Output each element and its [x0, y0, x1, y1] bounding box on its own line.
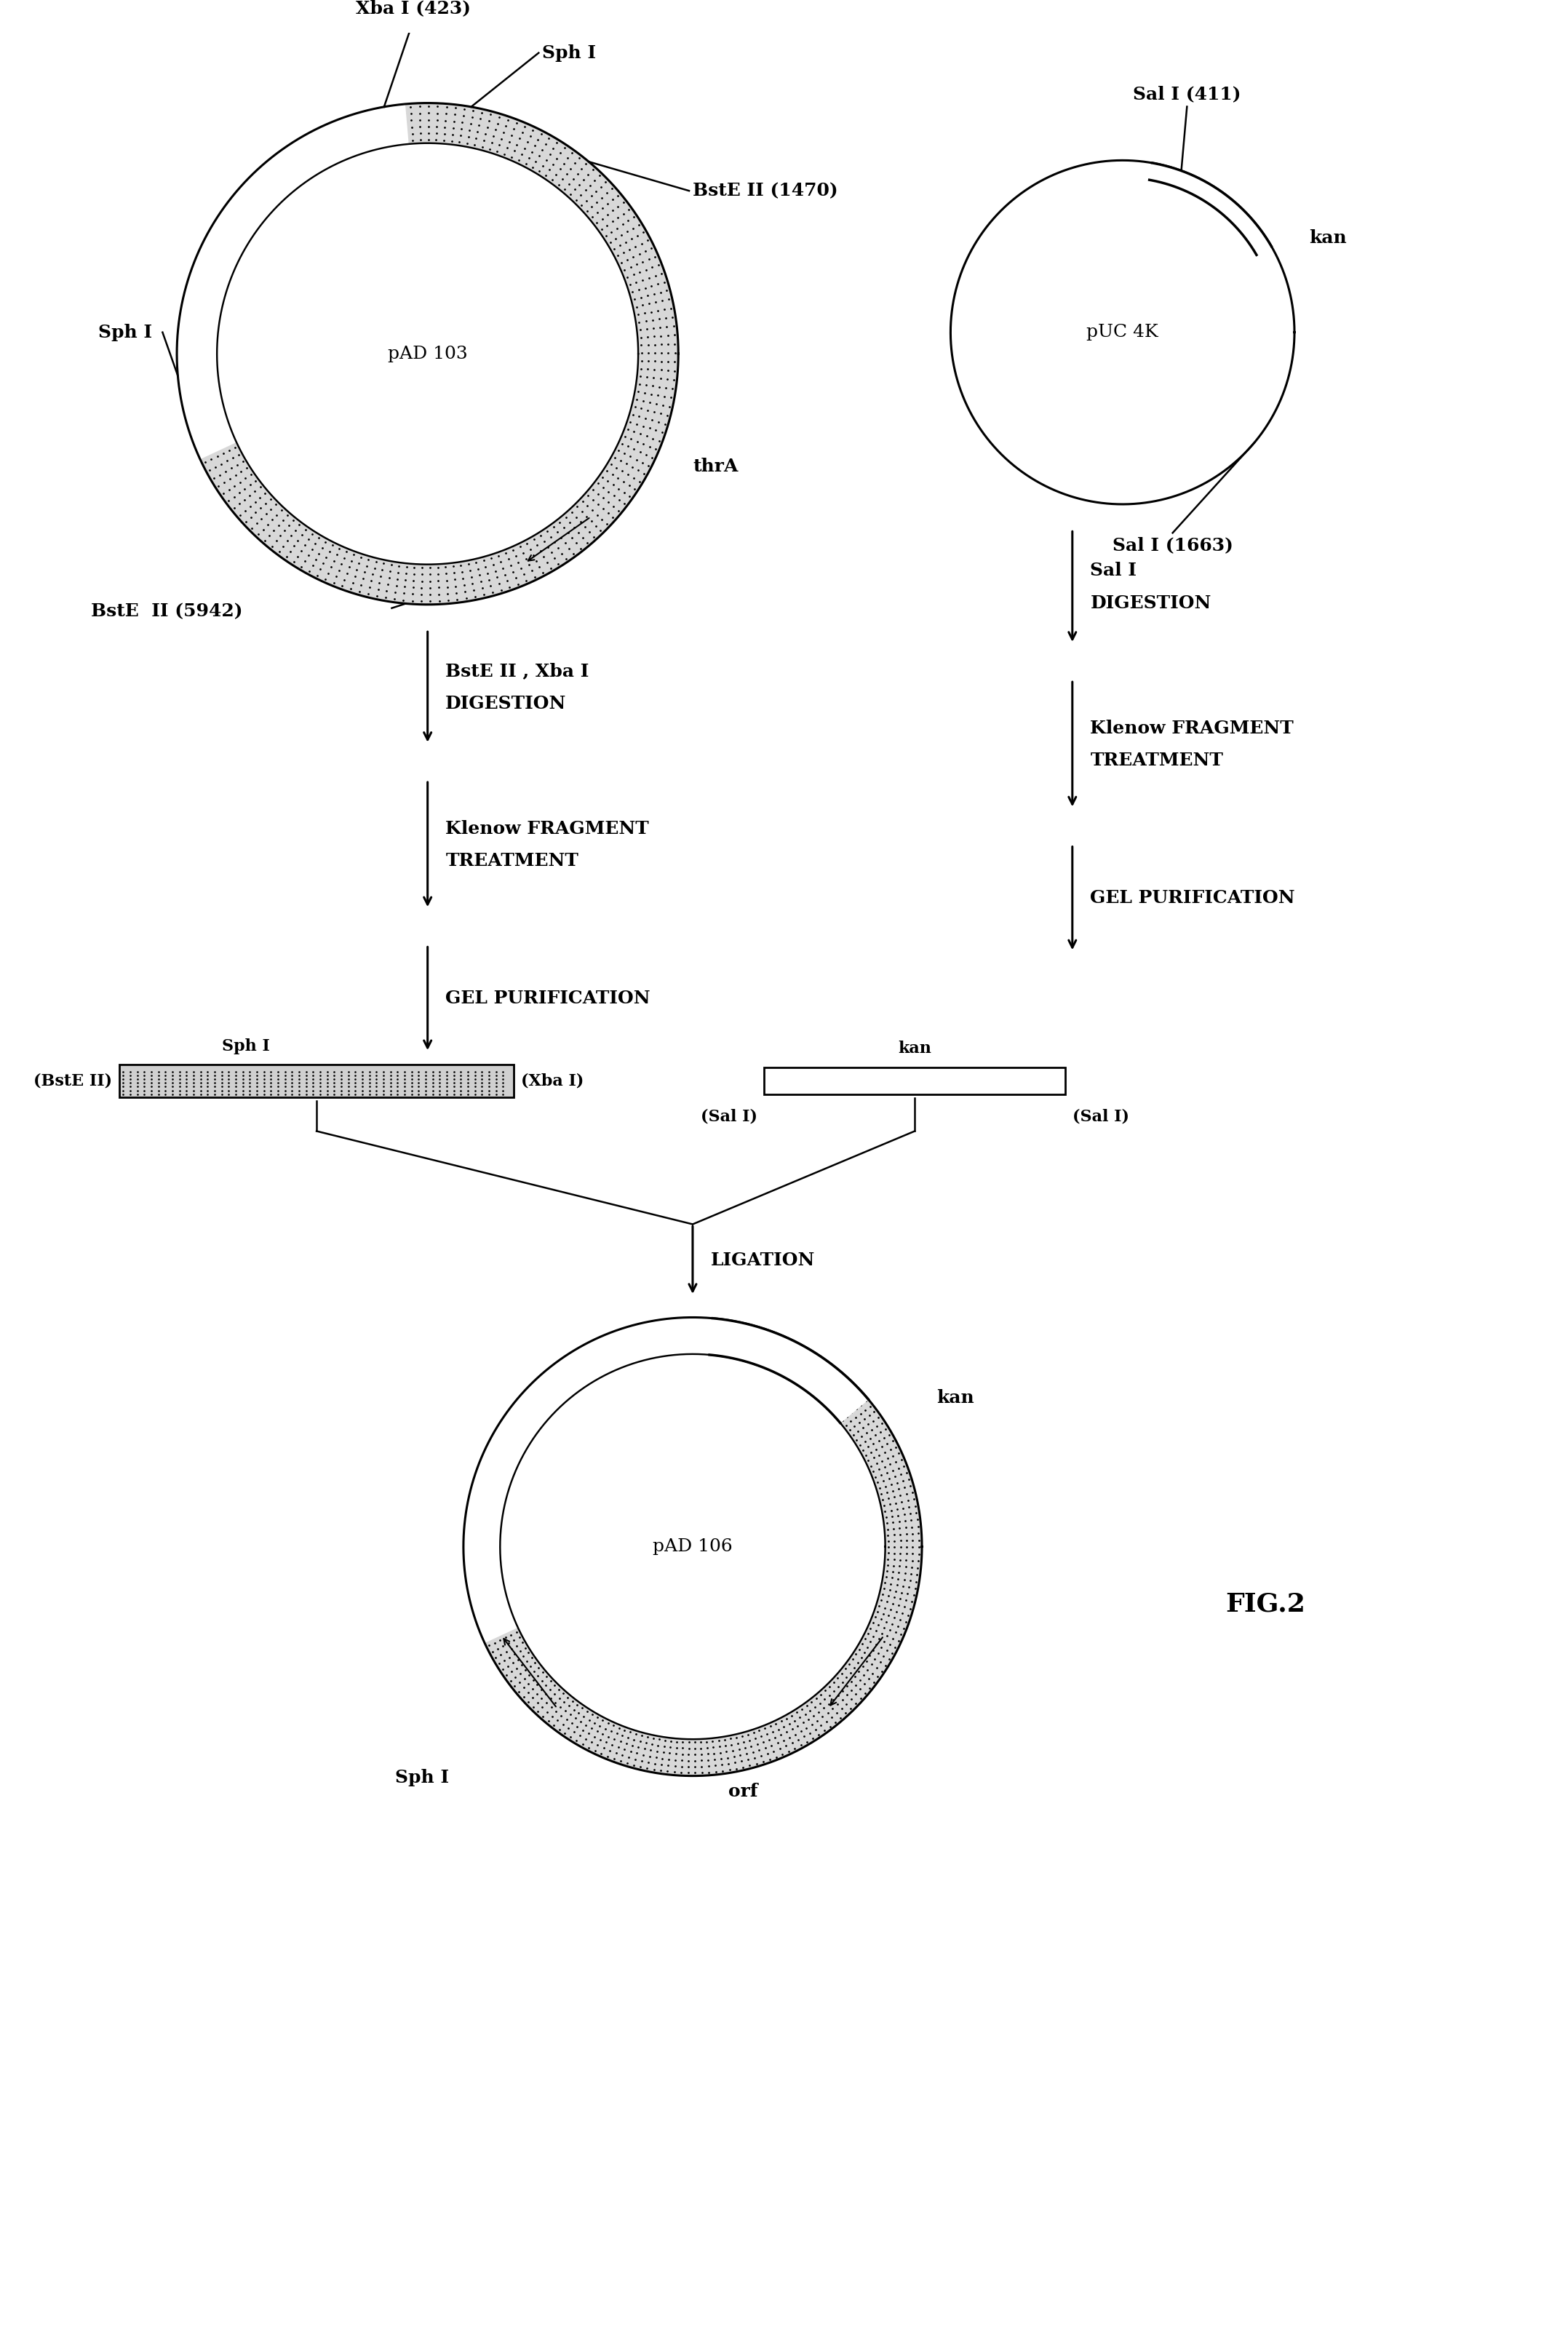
Polygon shape	[485, 1359, 922, 1776]
Text: Xba I (423): Xba I (423)	[356, 0, 470, 16]
Text: (Sal I): (Sal I)	[701, 1110, 757, 1124]
Text: kan: kan	[898, 1040, 931, 1056]
Text: thrA: thrA	[693, 458, 739, 475]
Text: kan: kan	[1309, 228, 1347, 247]
Text: Klenow FRAGMENT: Klenow FRAGMENT	[445, 819, 649, 838]
Text: GEL PURIFICATION: GEL PURIFICATION	[445, 989, 651, 1008]
Text: GEL PURIFICATION: GEL PURIFICATION	[1090, 889, 1295, 908]
Text: BstE  II (5942): BstE II (5942)	[91, 603, 243, 621]
Text: DIGESTION: DIGESTION	[1090, 593, 1212, 612]
Text: FIG.2: FIG.2	[1226, 1592, 1306, 1617]
Text: Sph I: Sph I	[221, 1038, 270, 1054]
Text: Sal I (411): Sal I (411)	[1134, 86, 1240, 102]
Polygon shape	[709, 1319, 869, 1422]
Polygon shape	[1149, 163, 1272, 256]
Text: Sal I: Sal I	[1090, 563, 1137, 579]
Text: (Xba I): (Xba I)	[521, 1073, 583, 1089]
Text: Sph I: Sph I	[543, 44, 596, 61]
Bar	[764, 1068, 1065, 1094]
Text: (BstE II): (BstE II)	[33, 1073, 113, 1089]
Text: Sph I: Sph I	[99, 323, 152, 342]
Text: LIGATION: LIGATION	[710, 1252, 815, 1268]
Text: TREATMENT: TREATMENT	[445, 852, 579, 870]
Text: orf: orf	[729, 1782, 757, 1801]
Text: BstE II , Xba I: BstE II , Xba I	[445, 663, 590, 679]
Text: Sal I (1663): Sal I (1663)	[1112, 538, 1232, 554]
Text: BstE II (1470): BstE II (1470)	[693, 182, 837, 200]
Text: pUC 4K: pUC 4K	[1087, 323, 1159, 340]
Polygon shape	[201, 102, 679, 605]
Text: Sph I: Sph I	[395, 1769, 448, 1787]
Text: pAD 103: pAD 103	[387, 344, 467, 363]
Text: kan: kan	[936, 1389, 974, 1406]
Bar	[119, 1066, 514, 1096]
Text: TREATMENT: TREATMENT	[1090, 752, 1223, 770]
Text: pAD 106: pAD 106	[652, 1538, 732, 1554]
Text: DIGESTION: DIGESTION	[445, 693, 566, 712]
Text: (Sal I): (Sal I)	[1073, 1110, 1129, 1124]
Text: Klenow FRAGMENT: Klenow FRAGMENT	[1090, 719, 1294, 738]
